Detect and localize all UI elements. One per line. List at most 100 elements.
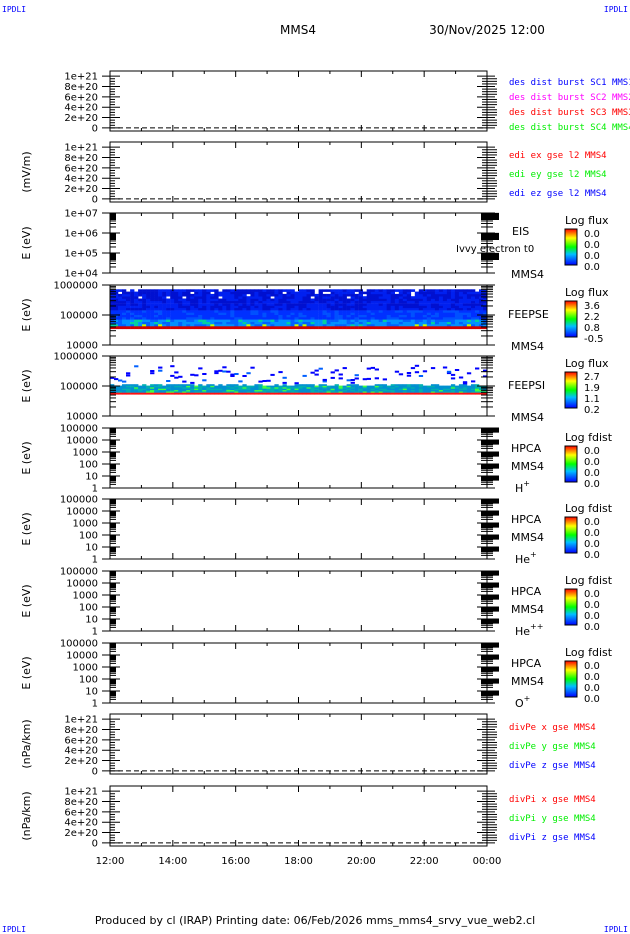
spectrogram-cell [282,392,287,395]
spectrogram-cell [378,312,383,315]
spectrogram-cell [378,300,383,304]
spectrogram-cell [430,392,436,395]
spectrogram-cell [238,388,243,391]
spectrogram-cell [294,391,299,393]
spectrogram-cell [114,321,119,325]
spectrogram-cell [190,300,195,304]
spectrogram-cell [398,305,404,309]
spectrogram-cell [350,319,355,322]
spectrogram-cell [410,317,416,320]
spectrogram-cell [310,391,315,393]
colorbar [564,660,578,698]
spectrogram-cell [330,389,335,392]
spectrogram-cell [422,370,428,373]
spectrogram-cell [134,310,139,313]
spectrogram-cell [222,314,227,318]
spectrogram-cell [154,289,159,292]
spectrogram-cell [314,314,319,318]
spectrogram-cell [162,303,167,306]
spectrogram-cell [466,317,472,320]
spectrogram-cell [166,321,171,325]
spectrogram-cell [182,300,187,304]
spectrogram-cell [170,303,175,306]
spectrogram-cell [402,312,408,315]
spectrogram-cell [366,324,371,327]
spectrogram-cell [422,298,428,302]
spectrogram-cell [118,303,123,306]
spectrogram-cell [298,388,303,391]
spectrogram-cell [130,389,135,392]
spectrogram-cell [366,392,371,395]
spectrogram-cell [226,370,231,373]
spectrogram-cell [398,298,404,302]
spectrogram-cell [202,385,207,388]
spectrogram-cell [458,296,464,299]
spectrogram-cell [190,317,195,320]
spectrogram-cell [334,317,339,320]
spectrogram-cell [398,389,404,392]
spectrogram-cell [362,387,367,389]
spectrogram-cell [394,387,400,389]
spectrogram-cell [306,387,311,389]
spectrogram-cell [250,385,255,388]
spectrogram-cell [166,319,171,322]
spectrogram-cell [170,291,175,295]
spectrogram-cell [170,312,175,315]
spectrogram-cell [326,296,331,299]
spectrogram-cell [218,305,223,309]
spectrogram-cell [362,310,367,313]
spectrogram-cell [214,392,219,395]
spectrogram-cell [410,389,416,392]
spectrogram-cell [350,305,355,309]
spectrogram-cell [382,324,387,327]
spectrogram-cell [426,387,432,389]
spectrogram-cell [214,305,219,309]
spectrogram-cell [222,310,227,313]
spectrogram-cell [158,289,163,292]
spectrogram-cell [406,372,412,374]
spectrogram-cell [154,385,159,388]
spectrogram-cell [422,317,428,320]
spectrogram-cell [302,384,307,386]
spectrogram-cell [174,310,179,313]
spectrogram-cell [358,310,363,313]
spectrogram-cell [366,388,371,391]
spectrogram-cell [190,392,195,395]
panel-frame [109,713,488,775]
legend-entry: edi ex gse l2 MMS4 [509,151,607,161]
spectrogram-cell [206,321,211,325]
spectrogram-cell [350,296,355,299]
spectrogram-cell [150,307,155,311]
spectrogram-cell [222,293,227,297]
spectrogram-cell [302,319,307,322]
spectrogram-cell [190,324,195,327]
spectrogram-cell [166,392,171,395]
spectrogram-cell [246,319,251,322]
spectrogram-cell [214,314,219,318]
spectrogram-cell [286,387,291,389]
spectrogram-cell [290,324,295,327]
spectrogram-cell [390,384,395,386]
spectrogram-cell [142,307,147,311]
spectrogram-cell [282,381,287,384]
spectrogram-cell [234,305,239,309]
spectrogram-cell [214,324,219,327]
spectrogram-cell [318,389,323,392]
spectrogram-cell [214,385,219,388]
spectrogram-cell [210,385,215,388]
spectrogram-cell [166,312,171,315]
spectrogram-cell [394,293,400,297]
spectrogram-cell [434,321,440,325]
spectrogram-cell [314,392,319,395]
spectrogram-cell [190,305,195,309]
spectrogram-cell [378,317,383,320]
spectrogram-cell [138,289,143,292]
spectrogram-cell [166,326,171,330]
spectrogram-cell [358,291,363,295]
spectrogram-cell [258,303,263,306]
spectrogram-cell [483,289,488,292]
spectrogram-cell [338,312,343,315]
spectrogram-cell [162,314,167,318]
spectrogram-cell [471,321,476,325]
